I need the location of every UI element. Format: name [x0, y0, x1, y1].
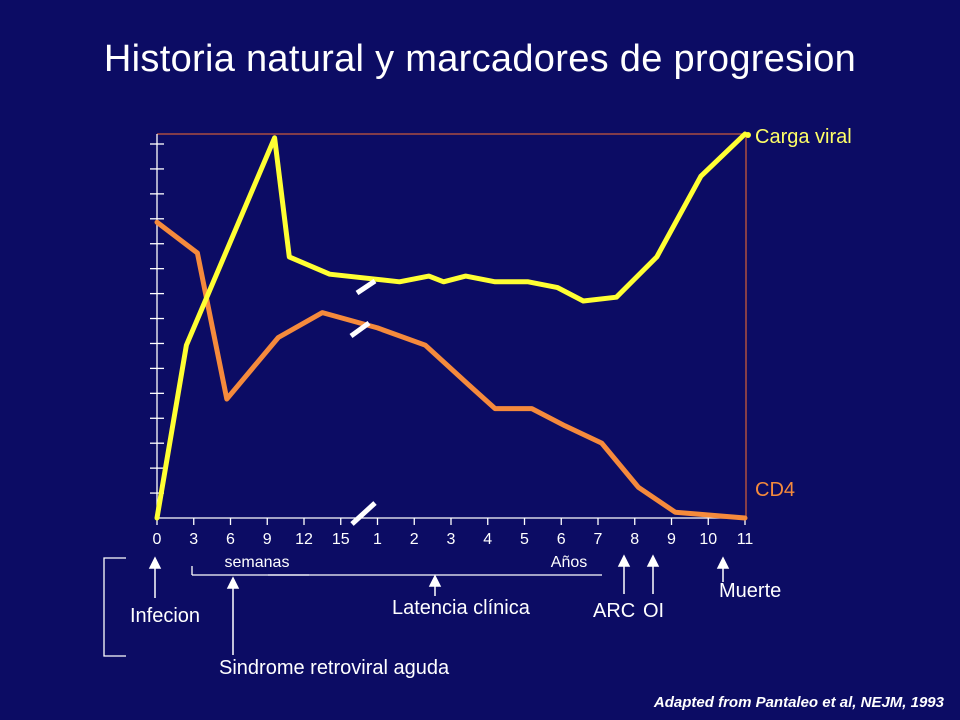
x-ticks: 0 3 6 9 12 15 1 2 3 4 5 6 7 8 9 10 11: [153, 518, 754, 548]
annotation-arrows: [148, 554, 730, 655]
x-tick-label: 10: [699, 531, 717, 548]
x-tick-label: 1: [373, 531, 382, 548]
legend-marker-viral: [745, 132, 751, 138]
x-tick-label: 5: [520, 531, 529, 548]
break-mark-axis: [350, 501, 377, 526]
y-ticks: [150, 143, 164, 494]
annotation-latencia: Latencia clínica: [392, 597, 531, 619]
x-unit-weeks: semanas: [225, 554, 290, 571]
legend-cd4: CD4: [755, 479, 795, 501]
break-mark-viral: [355, 278, 377, 296]
annotation-arc: ARC: [593, 600, 635, 622]
x-tick-label: 3: [447, 531, 456, 548]
legend-carga-viral: Carga viral: [755, 126, 852, 148]
break-mark-cd4: [349, 320, 371, 339]
x-tick-label: 8: [630, 531, 639, 548]
chart-title: Historia natural y marcadores de progres…: [103, 38, 857, 80]
x-tick-label: 15: [332, 531, 350, 548]
x-tick-label: 0: [153, 531, 162, 548]
source-note: Adapted from Pantaleo et al, NEJM, 1993: [653, 694, 944, 711]
x-tick-label: 12: [295, 531, 313, 548]
annotation-muerte: Muerte: [719, 580, 781, 602]
annotation-infecion: Infecion: [130, 605, 200, 627]
series-line-cd4: [154, 219, 748, 521]
axis-break-marks: [349, 278, 377, 526]
x-tick-label: 3: [189, 531, 198, 548]
annotation-sindrome: Sindrome retroviral aguda: [219, 657, 450, 679]
bracket-left: [103, 557, 126, 657]
x-tick-label: 11: [737, 531, 754, 548]
x-tick-label: 2: [410, 531, 419, 548]
x-tick-label: 7: [594, 531, 603, 548]
x-tick-label: 6: [557, 531, 566, 548]
x-tick-label: 4: [483, 531, 492, 548]
series-line-carga-viral: [154, 131, 748, 521]
x-tick-label: 9: [263, 531, 272, 548]
x-tick-label: 6: [226, 531, 235, 548]
annotation-oi: OI: [643, 600, 664, 622]
x-tick-label: 9: [667, 531, 676, 548]
x-unit-years: Años: [551, 554, 587, 571]
